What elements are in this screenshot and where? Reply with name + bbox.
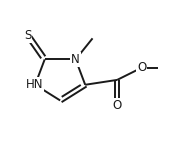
Text: O: O: [113, 99, 122, 112]
Text: N: N: [71, 53, 80, 66]
Text: S: S: [24, 29, 31, 42]
Text: O: O: [137, 61, 146, 74]
Text: HN: HN: [25, 78, 43, 91]
